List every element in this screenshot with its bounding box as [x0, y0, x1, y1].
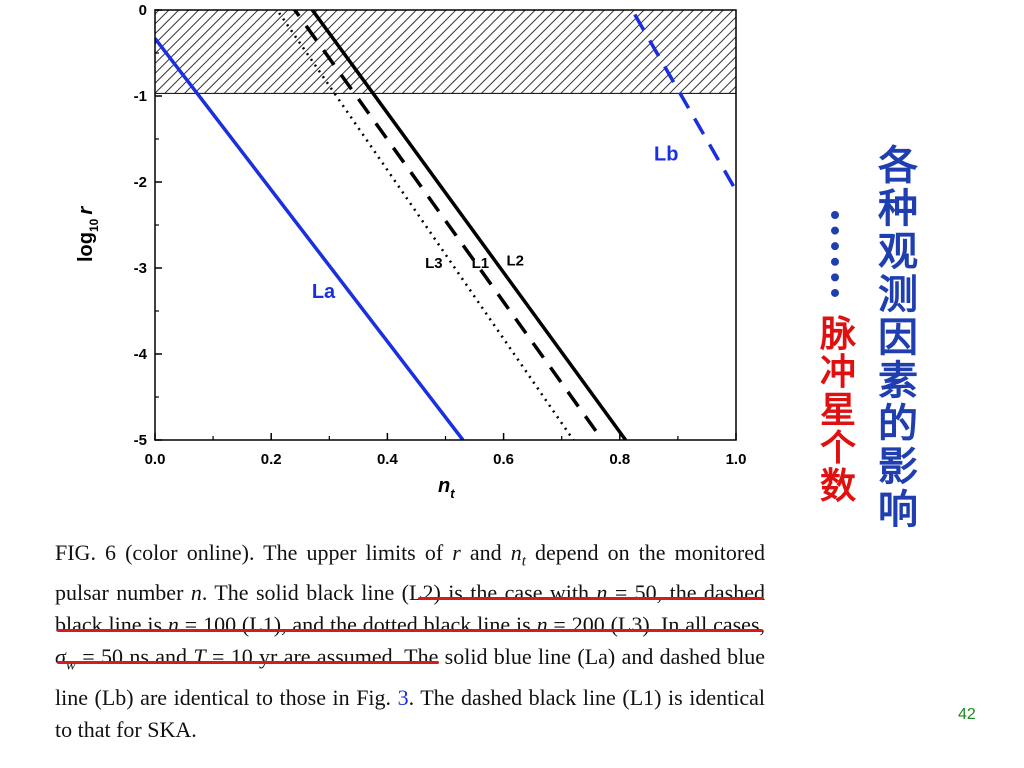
- side-title-char: 的: [878, 401, 918, 447]
- side-title-char: 响: [878, 487, 918, 533]
- x-tick-label: 0.0: [145, 451, 166, 468]
- series-lb: [630, 10, 736, 192]
- figure-caption: FIG. 6 (color online). The upper limits …: [55, 540, 766, 742]
- side-title-char: 测: [878, 272, 918, 318]
- page-number: 42: [958, 706, 976, 723]
- y-tick-label: 0: [139, 2, 147, 19]
- side-title-char: 种: [878, 186, 918, 232]
- chart: 0.0 0.2 0.4 0.6 0.8 1.0 0 -1 -2 -3 -4 -5 La Lb L3 L1 L2…: [75, 2, 747, 501]
- y-tick-label: -1: [134, 88, 147, 105]
- x-axis-label: nt: [438, 475, 455, 501]
- side-subtitle: 脉冲星个数: [815, 316, 861, 506]
- side-title-char: 影: [878, 444, 918, 490]
- x-tick-label: 0.2: [261, 451, 282, 468]
- side-title-char: 观: [878, 229, 918, 275]
- underline-2: [57, 629, 763, 632]
- excluded-region: [155, 10, 736, 94]
- x-tick-label: 1.0: [726, 451, 747, 468]
- side-title-char: 各: [878, 143, 918, 189]
- series-label-la: La: [312, 281, 336, 303]
- underline-3: [57, 661, 439, 664]
- series-label-l2: L2: [506, 252, 524, 269]
- side-subtitle-char: 冲: [819, 352, 856, 393]
- x-tick-label: 0.6: [493, 451, 514, 468]
- side-title: 各种观测因素的影响: [872, 145, 924, 532]
- side-title-char: 因: [878, 315, 918, 361]
- series-label-lb: Lb: [654, 144, 678, 166]
- y-tick-label: -5: [134, 432, 147, 449]
- side-subtitle-char: 星: [819, 390, 856, 431]
- x-tick-label: 0.8: [609, 451, 630, 468]
- side-subtitle-char: 个: [819, 428, 856, 469]
- series-la: [155, 37, 465, 440]
- side-dash-decoration: [831, 211, 847, 297]
- series-label-l3: L3: [425, 255, 443, 272]
- series-l3: [275, 10, 575, 440]
- side-title-char: 素: [878, 358, 918, 404]
- side-subtitle-char: 脉: [819, 314, 856, 355]
- y-tick-label: -3: [134, 260, 147, 277]
- series-l2: [310, 10, 628, 440]
- side-subtitle-char: 数: [819, 466, 856, 507]
- underline-1: [418, 597, 764, 600]
- x-tick-label: 0.4: [377, 451, 399, 468]
- y-axis-label: log10r: [75, 206, 101, 262]
- y-tick-label: -2: [134, 174, 147, 191]
- series-label-l1: L1: [472, 255, 490, 272]
- y-tick-label: -4: [134, 346, 148, 363]
